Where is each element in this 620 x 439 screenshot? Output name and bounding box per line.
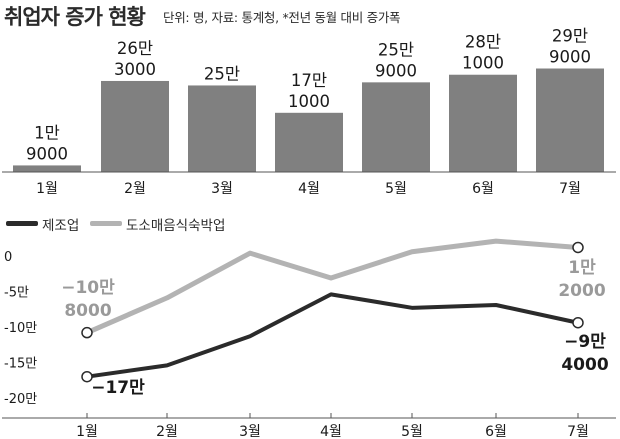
series-retail-first-label-2: 8000 — [64, 301, 111, 321]
line-x-tick-6: 6월 — [485, 424, 507, 439]
bar-4-data-label-2: 1000 — [288, 92, 330, 111]
bar-1-data-label-2: 9000 — [26, 144, 68, 163]
line-y-tick-3: -10만 — [4, 321, 37, 336]
bar-6 — [449, 74, 517, 172]
bar-7 — [536, 68, 604, 172]
bar-4 — [275, 112, 343, 172]
bar-2 — [101, 80, 169, 172]
bar-x-tick-1: 1월 — [36, 181, 58, 197]
bar-7-data-label-1: 29만 — [552, 27, 588, 46]
bar-2-data-label-2: 3000 — [114, 60, 156, 79]
bar-4-data-label-1: 17만 — [291, 71, 327, 90]
series-manufacturing-first-label-1: −17만 — [91, 378, 145, 398]
line-x-tick-7: 7월 — [567, 424, 589, 439]
legend-swatch-retail — [90, 221, 122, 226]
line-y-tick-4: -15만 — [4, 357, 37, 372]
series-manufacturing-point-7 — [572, 316, 584, 329]
bar-1-data-label-1: 1만 — [34, 123, 60, 142]
line-x-tick-3: 3월 — [239, 424, 261, 439]
bar-x-tick-4: 4월 — [298, 181, 320, 197]
bar-6-data-label-1: 28만 — [465, 33, 501, 52]
line-y-tick-5: -20만 — [4, 392, 37, 407]
bar-x-tick-2: 2월 — [124, 181, 146, 197]
series-manufacturing-last-label-1: −9만 — [564, 332, 606, 352]
line-x-tick-1: 1월 — [76, 424, 98, 439]
bar-5 — [362, 82, 430, 172]
line-x-tick-5: 5월 — [401, 424, 423, 439]
bar-6-data-label-2: 1000 — [462, 54, 504, 73]
chart-subtitle: 단위: 명, 자료: 통계청, *전년 동월 대비 증가폭 — [163, 10, 401, 25]
bar-3 — [188, 85, 256, 172]
line-y-tick-2: -5만 — [4, 286, 29, 301]
series-manufacturing-point-1 — [81, 370, 93, 383]
legend-label-retail: 도소매음식숙박업 — [126, 218, 226, 234]
series-retail-point-7 — [572, 241, 584, 254]
bar-1 — [13, 165, 81, 172]
series-manufacturing-line — [85, 292, 580, 379]
legend-label-manufacturing: 제조업 — [42, 218, 80, 234]
bar-5-data-label-1: 25만 — [378, 40, 414, 59]
bar-x-tick-3: 3월 — [211, 181, 233, 197]
line-x-tick-4: 4월 — [320, 424, 342, 439]
series-retail-last-label-1: 1만 — [568, 258, 596, 278]
bar-x-tick-5: 5월 — [385, 181, 407, 197]
series-manufacturing-last-label-2: 4000 — [561, 355, 608, 375]
legend-swatch-manufacturing — [6, 221, 38, 226]
bar-5-data-label-2: 9000 — [375, 61, 417, 80]
series-retail-point-1 — [81, 326, 93, 339]
bar-x-tick-6: 6월 — [472, 181, 494, 197]
bar-2-data-label-1: 26만 — [117, 39, 153, 58]
bar-7-data-label-2: 9000 — [549, 48, 591, 67]
bar-x-tick-7: 7월 — [559, 181, 581, 197]
series-retail-last-label-2: 2000 — [558, 281, 605, 301]
series-retail-line — [84, 238, 581, 336]
line-x-tick-2: 2월 — [156, 424, 178, 439]
bar-3-data-label-1: 25만 — [204, 64, 240, 83]
chart-title: 취업자 증가 현황 — [4, 5, 146, 29]
line-y-tick-1: 0 — [4, 250, 12, 265]
series-retail-first-label-1: −10만 — [61, 278, 115, 298]
